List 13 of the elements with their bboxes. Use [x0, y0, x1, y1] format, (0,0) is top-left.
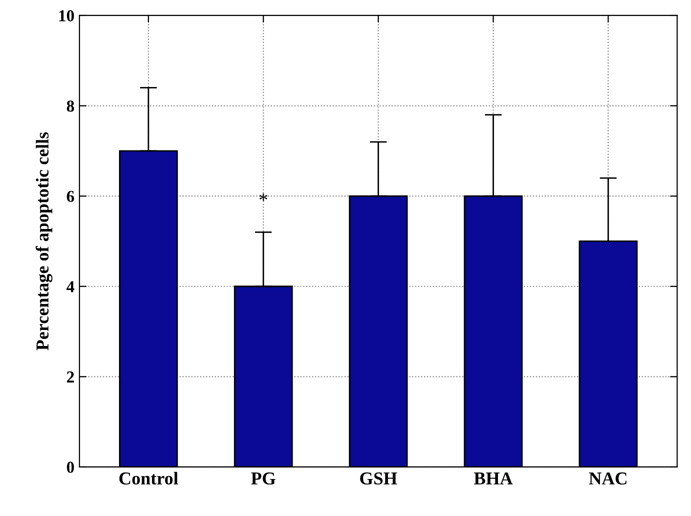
y-tick-label: 6: [66, 190, 74, 202]
x-tick-label: GSH: [360, 472, 398, 485]
y-tick-label: 2: [66, 371, 74, 382]
y-tick-label: 10: [59, 10, 74, 22]
x-tick-label: NAC: [589, 472, 626, 485]
y-tick-label: 4: [66, 281, 74, 292]
x-tick-label: BHA: [474, 472, 513, 484]
annotation: *: [259, 194, 268, 201]
y-tick-label: 0: [66, 462, 74, 473]
x-tick-label: Control: [119, 472, 178, 485]
x-tick-label: PG: [251, 472, 276, 485]
y-axis-title: Percentage of apoptotic cells: [36, 132, 52, 350]
y-tick-label: 8: [66, 100, 74, 112]
